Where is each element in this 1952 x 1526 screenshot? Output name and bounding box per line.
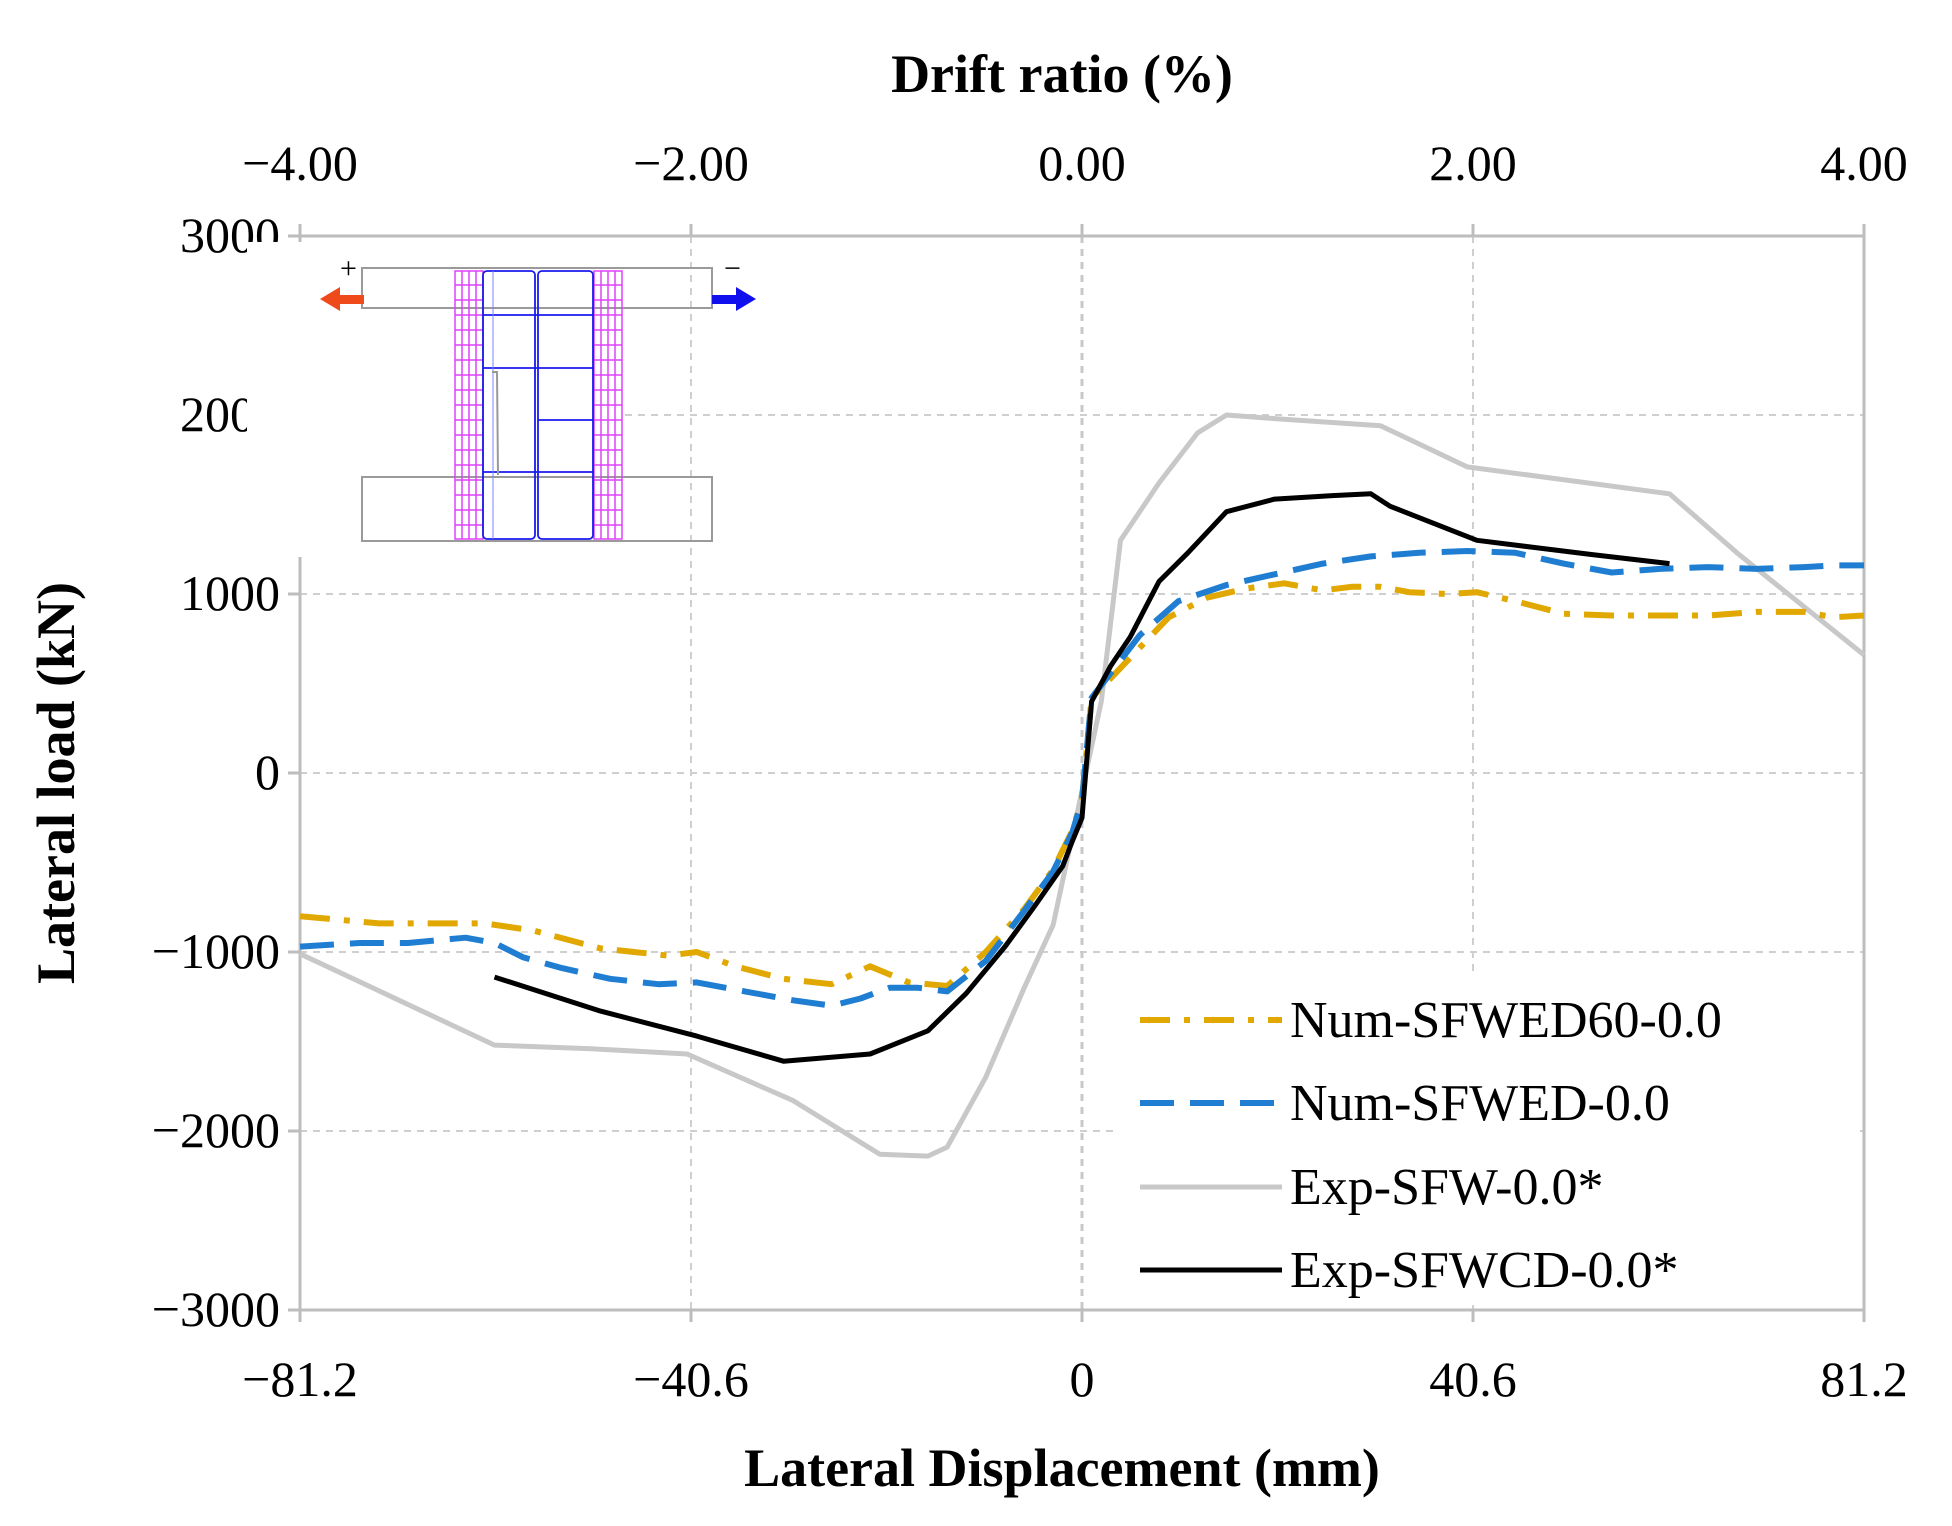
x2-tick-label: 4.00 xyxy=(1820,135,1908,191)
x2-tick-label: 2.00 xyxy=(1429,135,1517,191)
series-line-exp-sfwcd-0-0- xyxy=(493,491,1670,1064)
inset-plus-label: + xyxy=(340,252,357,285)
legend-items: Num-SFWED60-0.0 Num-SFWED-0.0 Exp-SFW-0.0*… xyxy=(1140,992,1722,1299)
y-tick-label: −1000 xyxy=(152,923,280,979)
y-axis-title: Lateral load (kN) xyxy=(26,582,86,984)
x-axis-title: Lateral Displacement (mm) xyxy=(744,1438,1380,1498)
x-tick-label: 81.2 xyxy=(1820,1351,1908,1407)
x2-tick-label: −4.00 xyxy=(242,135,358,191)
x2-tick-label: −2.00 xyxy=(633,135,749,191)
x-tick-label: −81.2 xyxy=(242,1351,358,1407)
x-tick-label: −40.6 xyxy=(633,1351,749,1407)
inset-web-frame xyxy=(482,270,594,540)
inset-right-boundary-mesh xyxy=(593,270,623,540)
legend-label: Num-SFWED60-0.0 xyxy=(1290,992,1722,1049)
series-layer xyxy=(298,412,1866,1159)
legend: Num-SFWED60-0.0 Num-SFWED-0.0 Exp-SFW-0.0*… xyxy=(1118,975,1858,1305)
x-tick-label: 0 xyxy=(1070,1351,1095,1407)
x-tick-label: 40.6 xyxy=(1429,1351,1517,1407)
legend-label: Exp-SFWCD-0.0* xyxy=(1290,1242,1679,1299)
inset-background xyxy=(247,242,622,557)
inset-top-beam xyxy=(361,267,713,309)
series-line-num-sfwed-0-0 xyxy=(299,548,1864,1009)
legend-label: Exp-SFW-0.0* xyxy=(1290,1159,1603,1216)
inset-base xyxy=(361,476,713,542)
legend-background xyxy=(1118,975,1858,1305)
inset-crack-line xyxy=(492,371,499,476)
x2-axis-title: Drift ratio (%) xyxy=(891,44,1233,104)
inset-right-arrow-icon xyxy=(712,287,756,311)
specimen-inset-diagram: + − xyxy=(247,242,756,557)
y-tick-label: 0 xyxy=(255,744,280,800)
inset-left-arrow-icon xyxy=(320,287,364,311)
x2-tick-label: 0.00 xyxy=(1038,135,1126,191)
series-line-num-sfwed60-0-0 xyxy=(299,580,1865,989)
y-tick-label: 1000 xyxy=(180,565,280,621)
y-tick-label: −3000 xyxy=(152,1281,280,1337)
inset-minus-label: − xyxy=(724,252,741,285)
y-tick-label: −2000 xyxy=(152,1102,280,1158)
legend-label: Num-SFWED-0.0 xyxy=(1290,1075,1670,1132)
